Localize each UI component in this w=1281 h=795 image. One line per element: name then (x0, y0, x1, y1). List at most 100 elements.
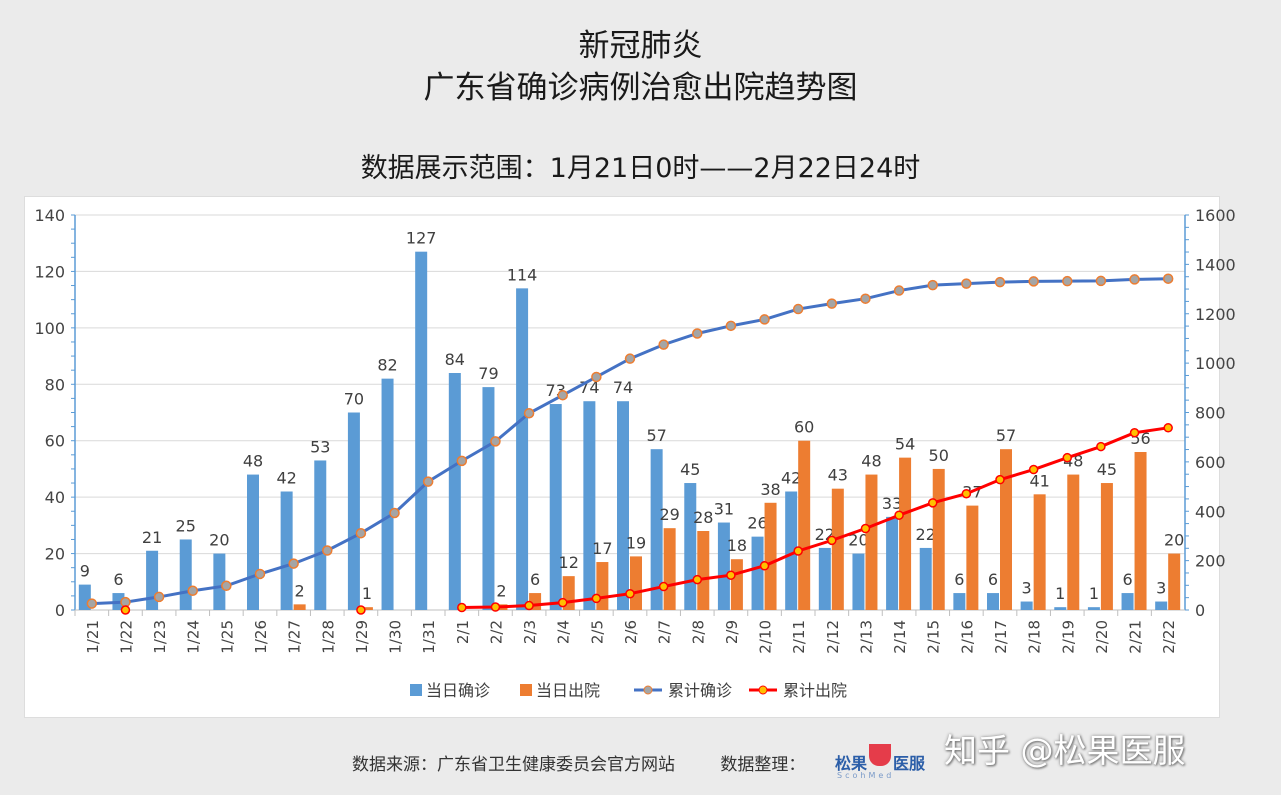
cumulative-discharged-marker (591, 593, 602, 604)
bar-confirmed (886, 516, 899, 610)
x-axis-tick-label: 2/22 (1160, 620, 1178, 654)
cumulative-confirmed-marker (422, 476, 434, 487)
bar-confirmed (1054, 607, 1067, 610)
x-axis-tick-label: 1/29 (353, 620, 371, 654)
bar-confirmed (650, 449, 663, 610)
cumulative-discharged-marker (490, 602, 501, 612)
cumulative-confirmed-marker (1129, 274, 1140, 285)
logo-text-left: 松果 (835, 754, 868, 773)
cumulative-discharged-marker (927, 498, 938, 508)
bar-data-label: 6 (1122, 570, 1132, 589)
cumulative-confirmed-marker (557, 389, 568, 401)
cumulative-confirmed-marker (1028, 276, 1039, 287)
bar-data-label: 84 (445, 350, 465, 369)
right-axis-tick-label: 1000 (1195, 354, 1236, 373)
x-axis-tick-label: 2/2 (487, 620, 505, 644)
cumulative-confirmed-marker (994, 276, 1006, 288)
right-axis-tick-label: 1400 (1195, 255, 1236, 274)
cumulative-discharged-marker (793, 546, 803, 556)
bar-discharged (831, 488, 844, 610)
bar-data-label: 1 (362, 584, 372, 603)
bar-data-label: 53 (310, 437, 330, 456)
x-axis-tick-label: 2/14 (891, 620, 909, 654)
bar-data-label: 22 (916, 525, 936, 544)
left-axis-tick-label: 100 (34, 319, 65, 338)
bar-data-label: 29 (659, 505, 679, 524)
bar-discharged (663, 528, 676, 610)
x-axis-tick-label: 2/6 (622, 620, 640, 644)
bar-data-label: 50 (929, 446, 949, 465)
bar-data-label: 31 (714, 500, 734, 519)
x-axis-tick-label: 2/21 (1127, 620, 1145, 654)
cumulative-discharged-marker (356, 605, 366, 615)
right-axis-tick-label: 1200 (1195, 305, 1236, 324)
legend-marker (758, 685, 768, 695)
cumulative-discharged-marker (894, 510, 904, 520)
cumulative-confirmed-marker (927, 279, 938, 291)
bar-discharged (764, 502, 777, 610)
cumulative-confirmed-marker (490, 436, 501, 447)
bar-confirmed (852, 553, 865, 610)
bar-data-label: 21 (142, 528, 162, 547)
bar-confirmed (482, 387, 495, 610)
bar-confirmed (213, 553, 226, 610)
cumulative-confirmed-marker (221, 580, 232, 592)
bar-data-label: 2 (295, 581, 305, 600)
bar-data-label: 28 (693, 508, 713, 527)
x-axis-tick-label: 2/7 (656, 620, 674, 644)
x-axis-tick-label: 2/20 (1093, 620, 1111, 654)
legend-swatch (410, 684, 422, 696)
x-axis-tick-label: 1/31 (420, 620, 438, 654)
cumulative-discharged-marker (1028, 464, 1039, 475)
bar-confirmed (314, 460, 327, 610)
cumulative-confirmed-marker (153, 591, 165, 603)
left-axis-tick-label: 20 (45, 545, 65, 564)
x-axis-tick-label: 2/3 (521, 620, 539, 644)
bar-discharged (1033, 494, 1046, 610)
bar-data-label: 114 (507, 265, 538, 284)
bar-data-label: 74 (613, 378, 633, 397)
cumulative-confirmed-marker (893, 285, 905, 296)
right-axis-tick-label: 0 (1195, 601, 1205, 620)
bar-confirmed (717, 522, 730, 610)
cumulative-confirmed-marker (961, 278, 972, 289)
bar-confirmed (1087, 607, 1100, 610)
bar-confirmed (919, 547, 932, 610)
cumulative-discharged-marker (524, 600, 534, 611)
cumulative-confirmed-marker (254, 568, 266, 580)
footer: 数据来源：广东省卫生健康委员会官方网站 数据整理： (352, 750, 845, 775)
legend-marker (643, 685, 653, 695)
x-axis-tick-label: 2/15 (925, 620, 943, 654)
scohmed-logo: 松果 医服 ScohMed (835, 738, 925, 783)
bar-confirmed (516, 288, 529, 610)
bar-data-label: 20 (1164, 531, 1184, 550)
cumulative-confirmed-marker (187, 585, 198, 596)
x-axis-tick-label: 2/11 (790, 620, 808, 654)
right-axis-tick-label: 600 (1195, 453, 1226, 472)
x-axis-tick-label: 2/18 (1026, 620, 1044, 654)
cumulative-discharged-marker (625, 588, 635, 599)
cumulative-discharged-marker (827, 535, 837, 546)
bar-data-label: 127 (406, 229, 437, 248)
cumulative-discharged-marker (658, 581, 669, 592)
cumulative-confirmed-marker (792, 303, 804, 315)
bar-discharged (899, 457, 912, 610)
data-organizer: 数据整理： (720, 755, 806, 775)
bar-confirmed (1155, 601, 1168, 610)
cumulative-confirmed-marker (692, 328, 703, 339)
bar-data-label: 38 (760, 480, 780, 499)
bar-data-label: 70 (344, 390, 364, 409)
legend-label: 当日出院 (536, 681, 600, 700)
bar-discharged (932, 468, 945, 610)
bar-data-label: 42 (276, 469, 296, 488)
x-axis-tick-label: 2/13 (857, 620, 875, 654)
bar-discharged (966, 505, 979, 610)
bar-data-label: 33 (882, 494, 902, 513)
bar-data-label: 6 (988, 570, 998, 589)
bar-discharged (865, 474, 878, 610)
cumulative-confirmed-marker (860, 293, 871, 304)
left-axis-tick-label: 0 (55, 601, 65, 620)
bar-data-label: 82 (377, 356, 397, 375)
left-axis-tick-label: 120 (34, 262, 65, 281)
